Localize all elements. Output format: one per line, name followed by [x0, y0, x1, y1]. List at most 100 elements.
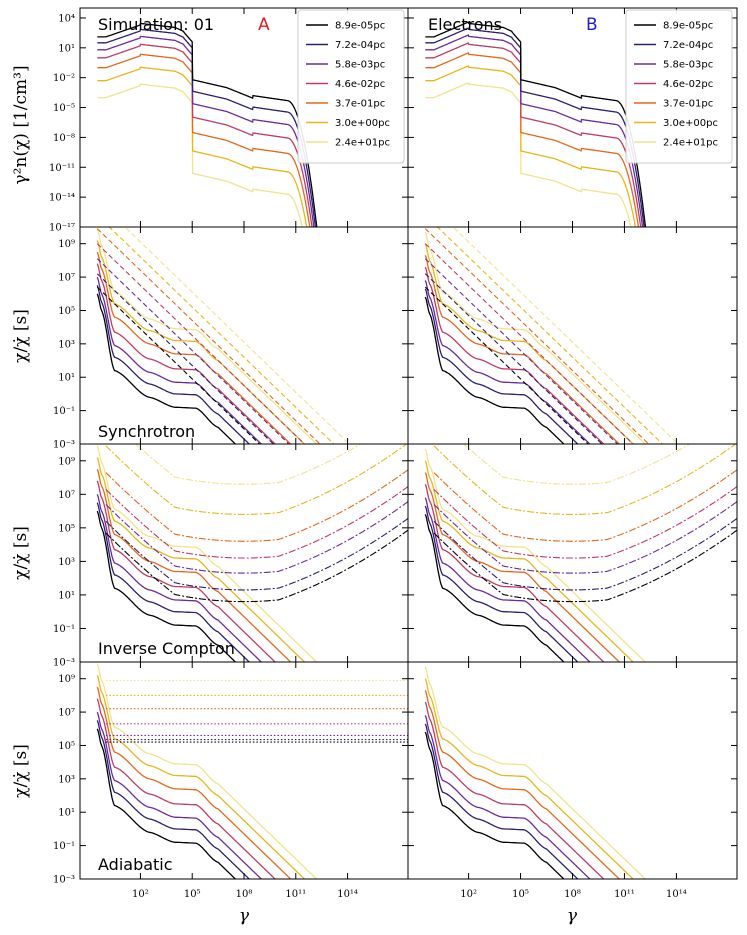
cooling-line-5 [96, 251, 292, 444]
cooling-line-3 [424, 715, 591, 879]
x-label-right: γ [567, 906, 578, 926]
cooling-line-5 [96, 686, 292, 879]
legend-box [297, 9, 405, 164]
y-tick-label: 10⁷ [58, 708, 75, 719]
panel-frame [407, 661, 738, 880]
legend-entry: 5.8e-03pc [335, 60, 385, 71]
legend-entry: 5.8e-03pc [663, 60, 713, 71]
cooling-line-5 [424, 472, 621, 662]
cooling-line-1 [424, 296, 565, 444]
x-tick-label: 10⁵ [512, 889, 529, 900]
cooling-line-2 [96, 720, 251, 879]
cooling-line-2 [96, 502, 251, 662]
cooling-line-1 [96, 510, 237, 662]
cooling-line-3 [96, 711, 263, 879]
y-tick-label: 10¹ [58, 373, 75, 384]
synchrotron-line-4 [424, 243, 634, 444]
cooling-line-6 [424, 243, 635, 444]
labels-layer: γ²n(χ) [1/cm³] χ/χ̇ [s] χ/χ̇ [s] χ/χ̇ [s… [11, 15, 598, 926]
y-tick-label: 10⁵ [58, 306, 75, 317]
inverse-compton-line-1 [433, 529, 737, 603]
legend-entry: 3.0e+00pc [663, 118, 718, 129]
legend-entry: 7.2e-04pc [335, 40, 385, 51]
x-tick-label: 10¹¹ [614, 889, 635, 900]
legend-entry: 4.6e-02pc [663, 79, 713, 90]
y-tick-label: 10⁹ [58, 674, 75, 685]
panel-r3-c1 [96, 444, 408, 662]
cooling-line-5 [424, 690, 621, 879]
column-title-electrons: Electrons [428, 15, 502, 34]
x-tick-label: 10¹⁴ [666, 889, 687, 900]
density-line-4 [97, 43, 313, 227]
legend-a: 8.9e-05pc 7.2e-04pc 5.8e-03pc 4.6e-02pc 3.7e… [297, 9, 405, 164]
inverse-compton-line-6 [105, 444, 408, 515]
legend-b: 8.9e-05pc 7.2e-04pc 5.8e-03pc 4.6e-02pc 3.7e… [625, 9, 733, 164]
cooling-line-3 [96, 276, 263, 444]
cooling-line-5 [424, 255, 621, 444]
y-tick-label: 10⁹ [58, 239, 75, 250]
column-letter-b: B [586, 15, 598, 35]
inverse-compton-line-7 [463, 444, 691, 485]
y-tick-label: 10¹ [58, 808, 75, 819]
row-title-synchrotron: Synchrotron [98, 422, 195, 441]
synchrotron-line-1 [96, 286, 261, 444]
y-tick-label: 10⁻¹¹ [49, 163, 75, 174]
legend-entry: 7.2e-04pc [663, 40, 713, 51]
x-label-left: γ [239, 906, 250, 926]
density-line-4 [425, 42, 642, 227]
row-title-inverse-compton: Inverse Compton [98, 639, 235, 658]
x-tick-label: 10² [132, 889, 149, 900]
y-tick-label: 10⁻¹⁷ [49, 223, 75, 234]
y-tick-label: 10¹ [58, 43, 75, 54]
inverse-compton-line-1 [105, 529, 408, 603]
synchrotron-line-6 [436, 227, 664, 444]
y-tick-label: 10³ [58, 774, 75, 785]
y-label-row-1: γ²n(χ) [1/cm³] [11, 65, 31, 184]
density-line-3 [97, 35, 315, 227]
y-tick-label: 10⁻¹⁴ [49, 193, 75, 204]
frames-layer: 10⁻¹⁷ 10⁻¹⁴ 10⁻¹¹ 10⁻⁸ 10⁻⁵ 10⁻² 10¹ 10⁴ 10⁻³ 10⁻… [49, 7, 738, 900]
cooling-line-4 [96, 698, 277, 879]
panel-r3-c2 [424, 444, 737, 662]
legend-entry: 3.0e+00pc [335, 118, 390, 129]
y-tick-label: 10⁻² [53, 73, 75, 84]
inverse-compton-line-2 [433, 517, 737, 591]
legend-entry: 8.9e-05pc [335, 21, 385, 32]
y-tick-label: 10⁵ [58, 523, 75, 534]
cooling-line-1 [96, 293, 237, 444]
cooling-line-7 [424, 666, 647, 879]
cooling-line-7 [424, 448, 647, 662]
x-tick-label: 10¹⁴ [337, 889, 358, 900]
y-tick-label: 10⁻³ [53, 875, 75, 886]
y-tick-label: 10⁴ [58, 13, 75, 24]
y-tick-label: 10⁻¹ [53, 624, 75, 635]
panel-r4-c2 [424, 666, 647, 879]
cooling-line-4 [424, 266, 605, 444]
inverse-compton-line-5 [105, 469, 408, 542]
inverse-compton-line-3 [105, 501, 408, 574]
synchrotron-line-3 [96, 258, 290, 444]
cooling-line-3 [424, 497, 591, 662]
legend-entry: 3.7e-01pc [335, 99, 385, 110]
y-tick-label: 10⁻¹ [53, 841, 75, 852]
cooling-line-4 [96, 263, 277, 444]
density-line-7 [97, 83, 303, 227]
cooling-line-7 [96, 228, 318, 444]
panel-r2-c2 [424, 227, 679, 444]
synchrotron-line-5 [424, 228, 650, 444]
inverse-compton-line-4 [105, 486, 408, 559]
panels-layer [96, 21, 737, 879]
y-tick-label: 10⁻³ [53, 440, 75, 451]
cooling-line-4 [424, 701, 605, 879]
y-tick-label: 10⁷ [58, 490, 75, 501]
x-tick-label: 10¹¹ [285, 889, 306, 900]
row-title-adiabatic: Adiabatic [98, 855, 173, 874]
synchrotron-line-5 [96, 228, 321, 444]
synchrotron-line-2 [424, 273, 603, 444]
y-tick-label: 10³ [58, 339, 75, 350]
density-line-5 [97, 53, 311, 227]
legend-entry: 3.7e-01pc [663, 99, 713, 110]
inverse-compton-line-6 [433, 444, 737, 515]
legend-entry: 4.6e-02pc [335, 79, 385, 90]
